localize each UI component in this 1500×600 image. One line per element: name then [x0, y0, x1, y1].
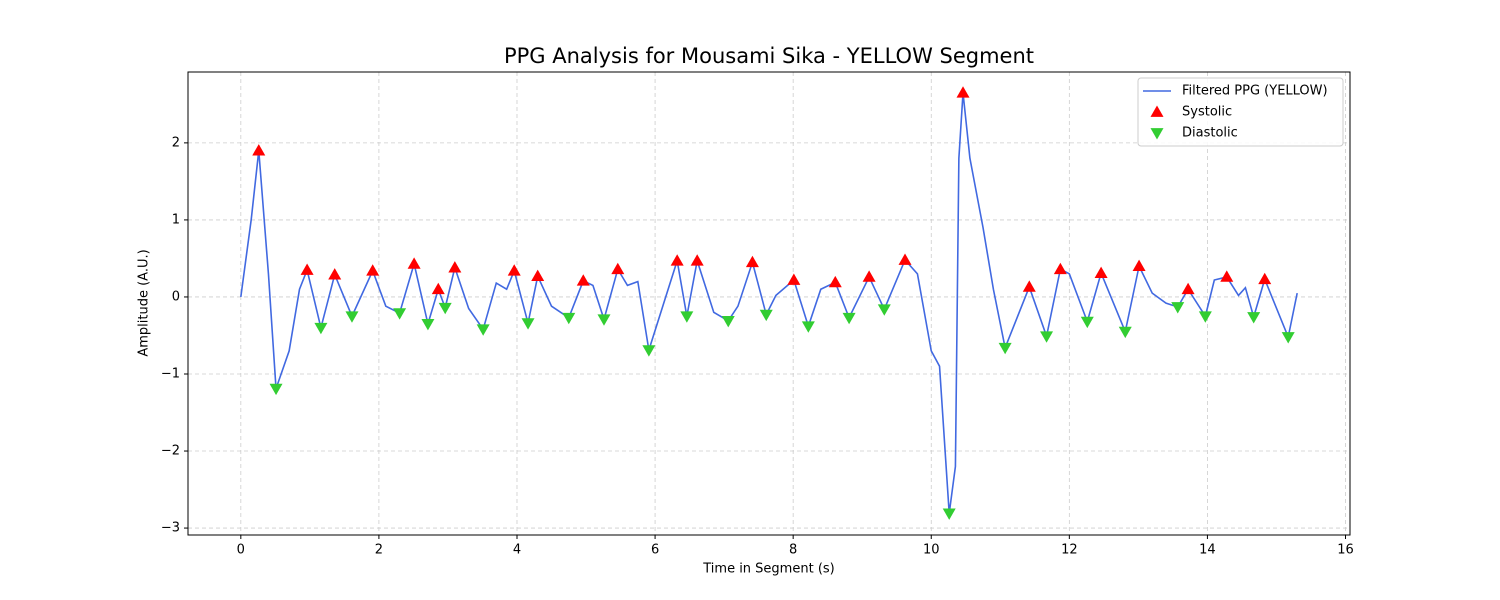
y-tick-label: 1	[172, 212, 180, 227]
legend-label: Diastolic	[1182, 126, 1238, 141]
systolic-marker	[328, 268, 342, 280]
systolic-marker	[431, 282, 445, 295]
x-tick-label: 14	[1199, 543, 1216, 558]
x-tick-label: 4	[513, 543, 521, 558]
diastolic-marker	[421, 319, 435, 331]
systolic-marker	[1132, 259, 1146, 272]
systolic-marker	[576, 274, 590, 286]
systolic-marker	[1220, 270, 1234, 282]
systolic-marker	[1022, 280, 1036, 292]
legend-label: Filtered PPG (YELLOW)	[1182, 84, 1328, 99]
diastolic-marker	[438, 302, 452, 315]
diastolic-marker	[721, 315, 735, 328]
diastolic-marker	[1118, 326, 1132, 339]
diastolic-marker	[521, 318, 535, 330]
systolic-marker	[366, 264, 380, 276]
y-tick-label: −2	[161, 444, 180, 459]
systolic-marker	[1258, 272, 1272, 285]
diastolic-marker	[314, 322, 328, 335]
diastolic-marker	[642, 345, 656, 357]
diastolic-marker	[597, 314, 611, 326]
systolic-marker	[690, 254, 704, 266]
systolic-marker	[407, 257, 421, 269]
x-tick-label: 0	[237, 543, 245, 558]
x-axis-label: Time in Segment (s)	[702, 562, 834, 577]
y-axis-label: Amplitude (A.U.)	[137, 249, 152, 356]
y-tick-label: 2	[172, 135, 180, 150]
diastolic-marker	[1281, 332, 1295, 344]
systolic-marker	[531, 269, 545, 282]
systolic-marker	[448, 261, 462, 273]
systolic-marker	[507, 264, 521, 276]
x-tick-label: 12	[1061, 543, 1078, 558]
x-tick-label: 8	[789, 543, 797, 558]
systolic-marker	[1181, 282, 1195, 295]
y-tick-label: −3	[161, 521, 180, 536]
diastolic-marker	[759, 309, 773, 322]
systolic-marker	[956, 86, 970, 98]
systolic-marker	[252, 144, 266, 156]
legend-marker	[1150, 105, 1164, 117]
systolic-marker	[898, 253, 912, 265]
diastolic-marker	[562, 312, 576, 325]
diastolic-marker	[269, 383, 283, 396]
diastolic-marker	[842, 312, 856, 325]
chart-title: PPG Analysis for Mousami Sika - YELLOW S…	[504, 44, 1034, 68]
systolic-marker	[611, 262, 625, 275]
legend-box	[1137, 77, 1344, 147]
systolic-marker	[300, 263, 314, 275]
legend-marker	[1150, 128, 1164, 140]
diastolic-marker	[476, 324, 490, 336]
diastolic-marker	[998, 342, 1012, 355]
diastolic-marker	[393, 308, 407, 320]
x-tick-label: 2	[375, 543, 383, 558]
systolic-marker	[745, 255, 759, 268]
diastolic-marker	[877, 304, 891, 316]
y-tick-label: 0	[172, 289, 180, 304]
legend-label: Systolic	[1182, 105, 1232, 120]
x-tick-label: 10	[923, 543, 940, 558]
systolic-marker	[862, 270, 876, 282]
systolic-marker	[828, 275, 842, 288]
diastolic-marker	[942, 508, 956, 520]
x-tick-label: 6	[651, 543, 659, 558]
diastolic-marker	[1080, 316, 1094, 329]
diastolic-marker	[1198, 311, 1212, 323]
x-tick-label: 16	[1337, 543, 1354, 558]
legend: Filtered PPG (YELLOW) Systolic Diastolic	[1137, 77, 1344, 147]
diastolic-marker	[680, 311, 694, 323]
diastolic-marker	[1247, 312, 1261, 324]
diastolic-marker	[345, 311, 359, 323]
diastolic-marker	[1040, 331, 1054, 343]
y-tick-label: −1	[161, 366, 180, 381]
systolic-marker	[1094, 266, 1108, 278]
systolic-marker	[787, 273, 801, 285]
systolic-marker	[1053, 262, 1067, 275]
systolic-marker	[670, 254, 684, 266]
ppg-line	[240, 92, 1298, 514]
diastolic-marker	[801, 321, 815, 333]
diastolic-marker	[1171, 302, 1185, 314]
plot-frame	[187, 71, 1351, 536]
